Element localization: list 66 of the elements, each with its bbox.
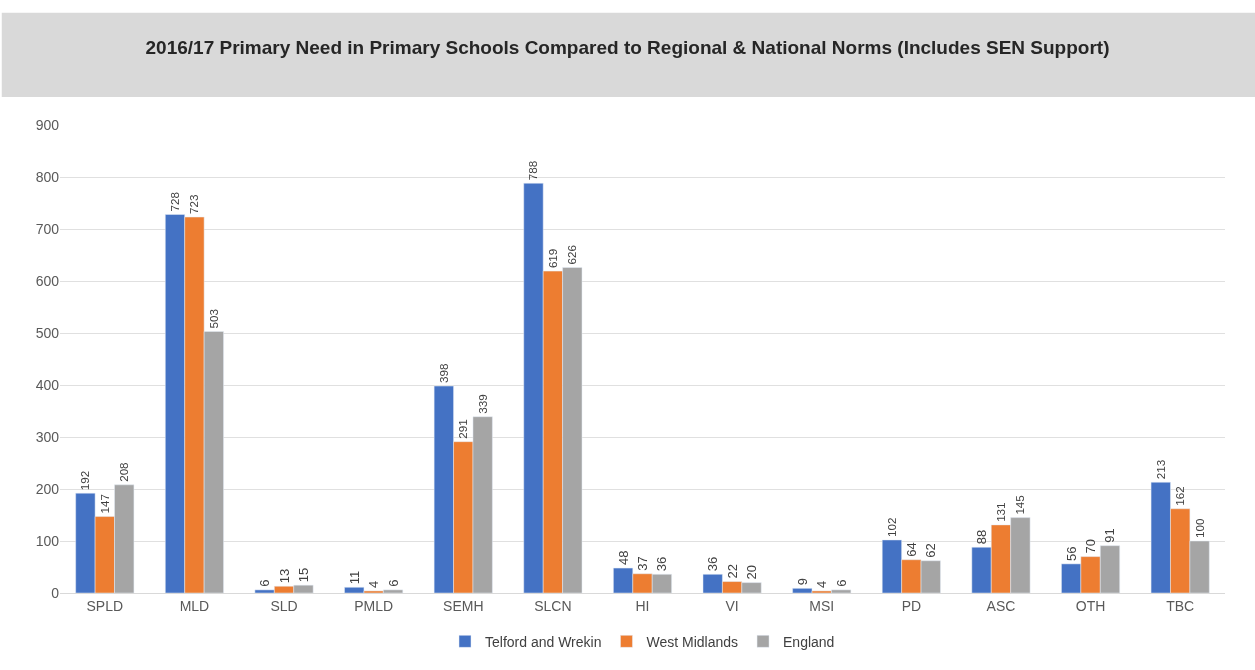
chart-title: 2016/17 Primary Need in Primary Schools Compared to Regional & National Norms (Includes SEN Support): [145, 36, 1110, 58]
y-tick-label: 0: [51, 584, 60, 601]
legend-label: Telford and Wrekin: [485, 633, 602, 650]
x-tick-label: PMLD: [354, 597, 394, 614]
x-tick-label: MLD: [179, 597, 210, 614]
data-label: 100: [1192, 518, 1206, 538]
x-tick-label: MSI: [809, 597, 835, 614]
data-label: 36: [654, 556, 670, 572]
data-label: 145: [1013, 495, 1027, 515]
y-tick-label: 400: [35, 376, 60, 393]
data-label: 37: [635, 556, 650, 571]
x-tick-label: VI: [725, 597, 739, 614]
y-tick-label: 600: [35, 272, 60, 289]
x-tick-label: HI: [635, 597, 650, 614]
y-tick-label: 700: [35, 220, 60, 237]
x-tick-label: ASC: [986, 597, 1016, 614]
y-tick-label: 500: [35, 324, 60, 341]
data-label: 6: [385, 579, 401, 587]
x-tick-label: SPLD: [86, 597, 124, 614]
y-tick-label: 100: [35, 532, 60, 549]
legend-label: West Midlands: [646, 633, 739, 650]
data-label: 192: [78, 470, 92, 491]
data-label: 9: [794, 578, 810, 586]
data-label: 11: [346, 570, 362, 585]
data-label: 626: [565, 245, 579, 265]
data-label: 13: [276, 568, 292, 584]
data-label: 291: [456, 419, 470, 439]
data-label: 70: [1083, 539, 1099, 554]
data-label: 22: [724, 564, 740, 579]
x-tick-label: OTH: [1075, 597, 1106, 614]
y-tick-label: 200: [35, 480, 60, 497]
data-label: 147: [97, 494, 111, 514]
y-tick-label: 300: [35, 428, 60, 445]
data-label: 36: [705, 556, 721, 572]
data-label: 213: [1153, 459, 1167, 480]
data-label: 6: [257, 579, 273, 587]
data-label: 88: [974, 529, 990, 545]
data-label: 619: [545, 248, 559, 269]
data-label: 91: [1102, 528, 1118, 543]
data-label: 131: [993, 502, 1007, 522]
data-label: 4: [814, 580, 830, 588]
x-tick-label: SEMH: [443, 597, 484, 614]
data-label: 62: [923, 543, 939, 558]
data-label: 6: [833, 579, 849, 587]
data-label: 102: [884, 517, 898, 537]
y-tick-label: 900: [35, 116, 60, 133]
data-label: 723: [187, 194, 201, 215]
data-label: 4: [366, 580, 382, 588]
x-tick-label: SLD: [270, 597, 298, 614]
data-label: 788: [526, 160, 540, 181]
legend-label: England: [783, 633, 835, 650]
data-label: 339: [475, 394, 489, 414]
data-label: 208: [117, 462, 131, 482]
data-label: 162: [1173, 486, 1187, 506]
x-tick-label: PD: [901, 597, 922, 614]
data-label: 15: [295, 567, 311, 583]
data-label: 48: [615, 550, 631, 566]
data-label: 398: [436, 363, 450, 384]
data-label: 64: [903, 542, 919, 557]
x-tick-label: SLCN: [534, 597, 572, 614]
data-label: 20: [744, 565, 760, 580]
x-tick-label: TBC: [1166, 597, 1195, 614]
y-tick-label: 800: [35, 168, 60, 185]
data-label: 503: [206, 309, 220, 329]
data-label: 56: [1063, 546, 1079, 561]
data-label: 728: [168, 192, 182, 212]
